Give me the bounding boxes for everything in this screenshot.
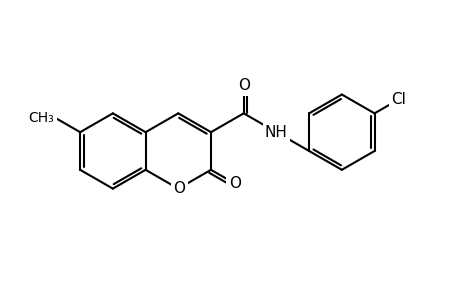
Text: O: O [229,176,241,191]
Text: O: O [237,78,249,93]
Text: CH₃: CH₃ [28,111,54,125]
Text: Cl: Cl [390,92,405,107]
Text: NH: NH [264,125,287,140]
Text: O: O [173,181,185,196]
